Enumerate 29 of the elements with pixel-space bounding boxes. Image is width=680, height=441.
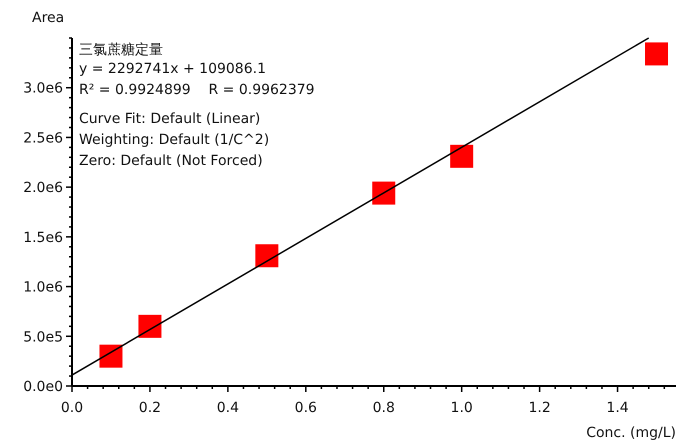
y-tick-label: 1.5e6 bbox=[23, 230, 64, 246]
y-tick-label: 2.5e6 bbox=[23, 130, 64, 146]
point bbox=[450, 144, 474, 168]
x-tick-label: 0.8 bbox=[372, 400, 395, 416]
annotation: Zero: Default (Not Forced) bbox=[79, 153, 263, 169]
point bbox=[372, 182, 396, 205]
point bbox=[99, 344, 122, 368]
x-tick-label: 1.2 bbox=[528, 400, 551, 416]
annotation: Weighting: Default (1/C^2) bbox=[79, 132, 270, 148]
y-tick-label: 3.0e6 bbox=[23, 80, 64, 97]
point bbox=[138, 314, 162, 338]
x-tick-label: 0.4 bbox=[216, 400, 240, 416]
y-tick-label: 0.0e0 bbox=[23, 379, 63, 395]
x-tick-label: 0.6 bbox=[294, 400, 318, 416]
x-axis-title: Conc. (mg/L) bbox=[586, 425, 676, 441]
y-axis-title: Area bbox=[32, 10, 64, 26]
y-tick-label: 5.0e5 bbox=[23, 329, 63, 346]
annotation: y = 2292741x + 109086.1 bbox=[79, 61, 266, 77]
y-tick-label: 2.0e6 bbox=[23, 180, 64, 196]
chart-title: 三氯蔗糖定量 bbox=[79, 42, 163, 58]
point bbox=[255, 244, 278, 268]
x-tick-label: 1.0 bbox=[450, 400, 473, 416]
annotation: Curve Fit: Default (Linear) bbox=[79, 111, 260, 127]
annotation: R² = 0.9924899 R = 0.9962379 bbox=[79, 82, 315, 98]
x-tick-label: 0.0 bbox=[60, 400, 84, 416]
x-tick-label: 1.4 bbox=[606, 400, 629, 416]
y-tick-label: 1.0e6 bbox=[23, 280, 64, 296]
point bbox=[645, 42, 668, 66]
x-tick-label: 0.2 bbox=[138, 400, 162, 416]
